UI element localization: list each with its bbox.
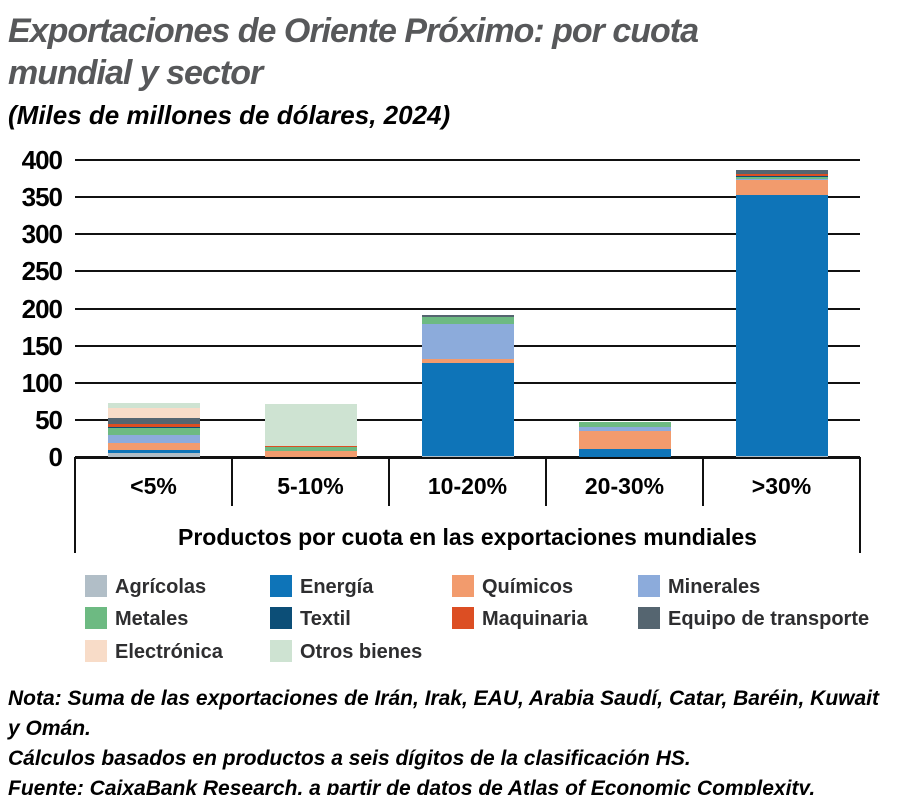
gridline <box>75 307 860 310</box>
bar-segment-energía <box>578 448 671 457</box>
x-axis-category-label: 20-30% <box>584 473 665 499</box>
y-axis-label: 400 <box>21 145 63 175</box>
legend-label: Maquinaria <box>482 608 588 630</box>
page-title-line1: Exportaciones de Oriente Próximo: por cu… <box>8 12 699 50</box>
x-axis-tick <box>545 457 547 506</box>
source-prefix: Fuente: <box>8 777 84 795</box>
y-axis-label: 250 <box>21 256 63 287</box>
legend-label: Otros bienes <box>300 641 423 663</box>
note-line: Nota: Suma de las exportaciones de Irán,… <box>8 684 888 744</box>
bar-segment-textil <box>107 426 200 429</box>
bar-segment-químicos <box>107 442 200 451</box>
legend-label: Equipo de transporte <box>668 608 870 630</box>
bar-segment-energía <box>107 450 200 453</box>
legend-swatch-icon <box>85 575 107 597</box>
note-line: Cálculos basados en productos a seis díg… <box>8 747 691 770</box>
x-axis-tick <box>231 457 233 506</box>
legend-swatch-icon <box>270 575 292 597</box>
gridline <box>75 270 860 273</box>
axis-frame-edge <box>74 457 76 553</box>
note-prefix: Nota: <box>8 687 62 710</box>
y-axis-label: 50 <box>35 404 63 435</box>
legend-label: Metales <box>115 608 189 630</box>
bar-segment-energía <box>421 362 514 457</box>
bar-segment-textil <box>735 175 828 178</box>
legend-label: Textil <box>300 608 351 630</box>
bar-segment-químicos <box>264 451 357 457</box>
x-axis-tick <box>388 457 390 506</box>
bar-segment-equipo-de-transporte <box>735 170 828 175</box>
chart-subtitle: (Miles de millones de dólares, 2024) <box>8 100 451 130</box>
bar-segment-minerales <box>735 178 828 180</box>
bar-segment-metales <box>264 447 357 452</box>
gridline <box>75 159 860 161</box>
legend-swatch-icon <box>270 640 292 662</box>
page-title: Exportaciones de Oriente Próximo: por cu… <box>8 10 868 94</box>
bar-segment-minerales <box>421 324 514 359</box>
y-axis-label: 300 <box>21 219 63 250</box>
bar-segment-metales <box>578 422 671 428</box>
bar-segment-otros-bienes <box>107 402 200 408</box>
y-axis-label: 200 <box>21 293 63 324</box>
bar-segment-maquinaria <box>107 423 200 427</box>
bar-segment-energía <box>735 194 828 456</box>
x-axis-tick <box>702 457 704 506</box>
source-text: CaixaBank Research, a partir de datos de… <box>83 777 816 795</box>
bar-segment-metales <box>735 177 828 179</box>
x-axis-category-label: 10-20% <box>427 473 508 499</box>
bar-segment-maquinaria <box>735 174 828 176</box>
legend-swatch-icon <box>85 640 107 662</box>
bar-segment-metales <box>107 428 200 435</box>
x-axis-category-label: >30% <box>751 473 812 499</box>
bar-segment-electrónica <box>107 407 200 418</box>
bar-segment-equipo-de-transporte <box>107 417 200 424</box>
gridline <box>75 233 860 236</box>
legend-swatch-icon <box>638 575 660 597</box>
x-axis-category-label: 5-10% <box>277 473 344 499</box>
bar-segment-minerales <box>578 427 671 431</box>
note-text: Suma de las exportaciones de Irán, Irak,… <box>8 687 880 740</box>
legend-label: Electrónica <box>115 641 223 663</box>
x-axis-category-label: <5% <box>130 473 177 499</box>
legend-label: Agrícolas <box>115 576 207 598</box>
bar-segment-equipo-de-transporte <box>421 315 514 317</box>
y-axis-label: 150 <box>21 330 63 361</box>
bar-segment-químicos <box>421 358 514 363</box>
bar-segment-maquinaria <box>264 445 357 448</box>
footnotes: Nota: Suma de las exportaciones de Irán,… <box>8 684 888 795</box>
y-axis-label: 350 <box>21 182 63 213</box>
page-title-line2: mundial y sector <box>8 54 263 92</box>
bar-segment-químicos <box>578 431 671 449</box>
legend-swatch-icon <box>452 607 474 629</box>
x-axis-baseline <box>75 455 860 459</box>
legend-swatch-icon <box>452 575 474 597</box>
bar-segment-agrícolas <box>735 455 828 457</box>
bar-segment-agrícolas <box>421 456 514 457</box>
legend-label: Minerales <box>668 576 761 598</box>
axis-frame-edge <box>859 457 861 553</box>
y-axis-label: 0 <box>48 442 63 472</box>
bar-segment-agrícolas <box>107 452 200 457</box>
bar-segment-otros-bienes <box>264 403 357 446</box>
y-axis-label: 100 <box>21 367 63 398</box>
legend-swatch-icon <box>85 607 107 629</box>
source-line: Fuente: CaixaBank Research, a partir de … <box>8 774 888 795</box>
legend-label: Energía <box>300 576 374 598</box>
legend-swatch-icon <box>638 607 660 629</box>
bar-segment-minerales <box>107 434 200 443</box>
gridline <box>75 196 860 199</box>
legend-label: Químicos <box>482 576 574 598</box>
x-axis-title: Productos por cuota en las exportaciones… <box>178 524 757 550</box>
bar-segment-metales <box>421 316 514 325</box>
legend-swatch-icon <box>270 607 292 629</box>
bar-segment-químicos <box>735 179 828 195</box>
